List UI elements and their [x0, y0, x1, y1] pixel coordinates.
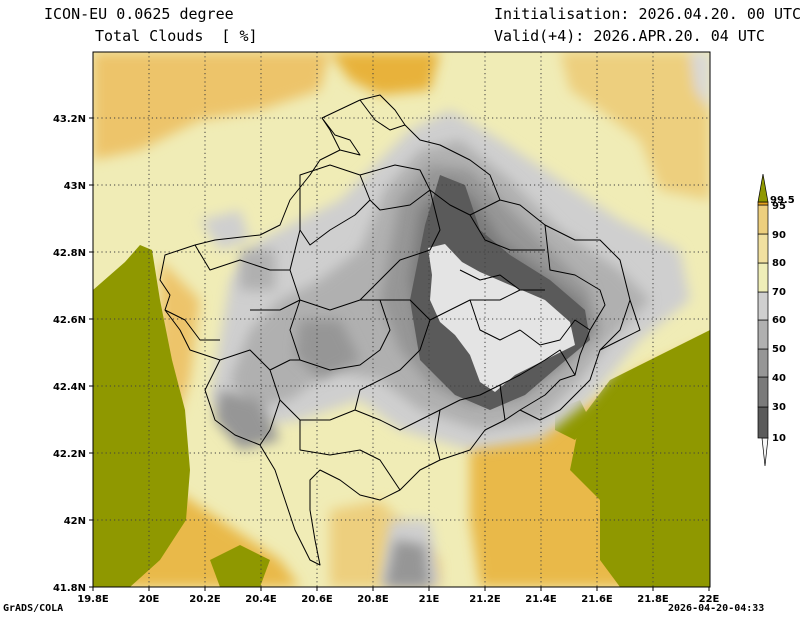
lon-label: 20.2E — [189, 594, 221, 605]
colorbar-label: 95 — [772, 201, 786, 212]
lat-label: 43N — [64, 181, 86, 192]
colorbar-segment — [757, 201, 769, 206]
colorbar-segment — [757, 262, 769, 293]
colorbar-segment — [757, 291, 769, 321]
colorbar-label: 10 — [772, 433, 786, 444]
cloud-field — [93, 52, 710, 587]
colorbar-segment — [757, 376, 769, 408]
lon-label: 21E — [419, 594, 440, 605]
colorbar-segment — [757, 348, 769, 378]
initialisation-time: Initialisation: 2026.04.20. 00 UTC — [494, 5, 800, 23]
model-title: ICON-EU 0.0625 degree — [44, 5, 234, 23]
lat-label: 42.6N — [53, 315, 86, 326]
lat-label: 41.8N — [53, 583, 86, 594]
colorbar-label: 60 — [772, 315, 786, 326]
lon-label: 20.4E — [245, 594, 277, 605]
colorbar-segment — [757, 233, 769, 264]
colorbar-label: 99.5 — [770, 195, 795, 206]
lon-label: 21.4E — [525, 594, 557, 605]
lon-label: 22E — [699, 594, 720, 605]
variable-title: Total Clouds [ %] — [95, 27, 258, 45]
lon-labels: 19.8E 20E 20.2E 20.4E 20.6E 20.8E 21E 21… — [77, 594, 719, 605]
colorbar-label: 80 — [772, 258, 786, 269]
colorbar-label: 90 — [772, 230, 786, 241]
lon-label: 19.8E — [77, 594, 109, 605]
colorbar-label: 40 — [772, 373, 786, 384]
colorbar-segment — [757, 319, 769, 350]
colorbar-labels: 10 30 40 50 60 70 80 90 95 99.5 — [770, 195, 795, 444]
colorbar-segment — [757, 173, 769, 203]
colorbar — [757, 173, 769, 467]
borders — [159, 94, 641, 566]
tick-marks — [89, 117, 710, 591]
lon-label: 20E — [139, 594, 160, 605]
colorbar-segment — [761, 437, 769, 467]
lat-label: 42N — [64, 516, 86, 527]
lat-label: 43.2N — [53, 114, 86, 125]
lat-label: 42.4N — [53, 382, 86, 393]
lat-label: 42.8N — [53, 248, 86, 259]
lat-label: 42.2N — [53, 449, 86, 460]
lon-label: 20.6E — [301, 594, 333, 605]
colorbar-label: 30 — [772, 402, 786, 413]
render-timestamp: 2026-04-20-04:33 — [668, 603, 765, 614]
colorbar-label: 70 — [772, 287, 786, 298]
lon-label: 21.8E — [637, 594, 669, 605]
lon-label: 21.6E — [581, 594, 613, 605]
colorbar-segment — [757, 406, 769, 439]
lon-label: 20.8E — [357, 594, 389, 605]
software-credit: GrADS/COLA — [3, 603, 64, 614]
lat-labels: 41.8N 42N 42.2N 42.4N 42.6N 42.8N 43N 43… — [53, 114, 86, 594]
valid-time: Valid(+4): 2026.APR.20. 04 UTC — [494, 27, 765, 45]
lon-label: 21.2E — [469, 594, 501, 605]
colorbar-segment — [757, 204, 769, 235]
colorbar-label: 50 — [772, 344, 786, 355]
